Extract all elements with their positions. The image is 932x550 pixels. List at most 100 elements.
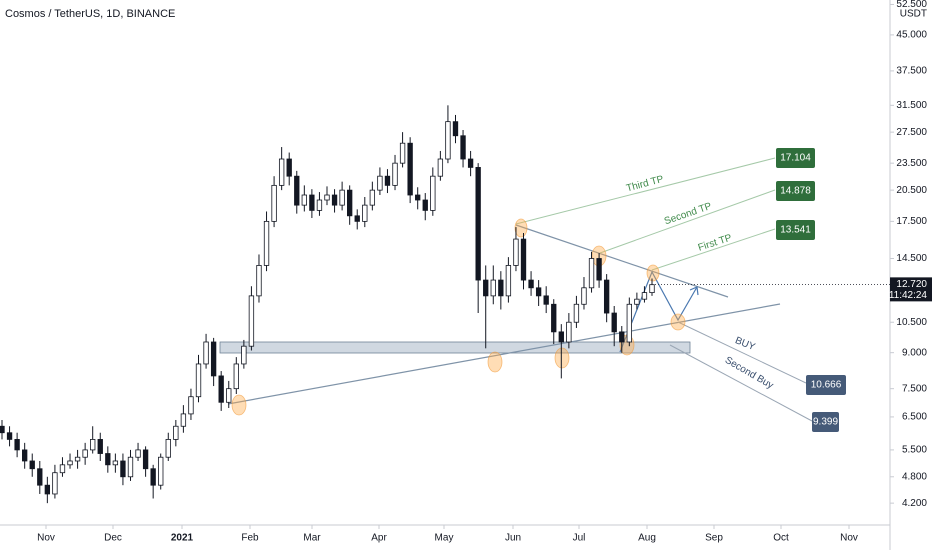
candle-body xyxy=(263,220,270,266)
candle-body xyxy=(158,456,164,486)
candle-body xyxy=(520,238,527,281)
x-tick-label: Aug xyxy=(638,533,656,544)
candle-body xyxy=(331,194,338,206)
candle-body xyxy=(135,449,141,458)
y-tick-label: 27.500 xyxy=(896,127,927,138)
candle-body xyxy=(14,439,20,451)
candle-body xyxy=(505,265,512,297)
candle-body xyxy=(316,199,323,211)
y-tick-label: 4.200 xyxy=(902,498,927,509)
current-price-box xyxy=(890,277,932,302)
candle-body xyxy=(430,175,436,211)
candle-body xyxy=(271,184,277,222)
candle-body xyxy=(203,341,209,365)
x-tick-label: Jun xyxy=(505,533,521,544)
candle-body xyxy=(142,449,149,470)
target-box xyxy=(812,412,839,432)
candle-body xyxy=(97,439,103,454)
candle-body xyxy=(649,284,655,294)
candle-body xyxy=(483,279,489,297)
candle-body xyxy=(475,167,481,281)
candle-body xyxy=(588,258,595,289)
candle-body xyxy=(248,295,255,347)
candle-body xyxy=(0,425,5,434)
candle-body xyxy=(354,215,360,222)
buy-line xyxy=(669,344,813,422)
candle-body xyxy=(513,238,519,266)
candle-body xyxy=(165,439,171,458)
candle-body xyxy=(641,292,648,300)
y-tick-label: 7.500 xyxy=(902,383,927,394)
candle-body xyxy=(37,468,43,486)
candle-body xyxy=(384,175,391,186)
candle-body xyxy=(67,460,73,466)
candle-body xyxy=(256,265,262,297)
candle-body xyxy=(460,135,466,160)
candle-body xyxy=(278,158,285,186)
candle-body xyxy=(22,449,28,462)
target-line xyxy=(515,157,776,225)
y-tick-label: 37.500 xyxy=(896,66,927,77)
highlight xyxy=(514,218,528,238)
highlight xyxy=(554,347,570,369)
candle-body xyxy=(490,279,496,297)
target-box xyxy=(776,220,815,240)
x-tick-label: Mar xyxy=(303,533,321,544)
projection-path xyxy=(619,270,698,353)
candle-body xyxy=(82,449,88,458)
target-box xyxy=(776,181,815,201)
candle-body xyxy=(301,194,307,206)
x-tick-label: Dec xyxy=(104,533,122,544)
candle-body xyxy=(437,158,444,177)
y-tick-label: 52.500 xyxy=(896,0,927,10)
candle-body xyxy=(377,175,383,191)
highlight xyxy=(231,394,247,416)
trendline-upper xyxy=(515,224,729,298)
y-tick-label: 4.800 xyxy=(902,471,927,482)
candle-body xyxy=(233,363,239,390)
candle-body xyxy=(415,194,421,201)
countdown: 11:42:24 xyxy=(889,290,928,301)
candle-body xyxy=(626,303,632,343)
y-tick-label: 10.500 xyxy=(896,317,927,328)
candle-body xyxy=(407,142,413,196)
current-price-label: 12.720 xyxy=(896,279,927,290)
candle-body xyxy=(611,312,617,333)
candle-body xyxy=(74,456,81,462)
y-tick-label: 20.500 xyxy=(896,185,927,196)
candle-body xyxy=(226,388,232,403)
candle-body xyxy=(634,298,640,305)
candle-body xyxy=(452,121,459,137)
candle-body xyxy=(210,341,217,377)
y-tick-label: 45.000 xyxy=(896,30,927,41)
candle-body xyxy=(188,396,194,415)
candle-body xyxy=(558,331,564,343)
candle-body xyxy=(120,460,126,478)
candle-body xyxy=(619,331,625,343)
candle-body xyxy=(6,432,13,440)
candle-body xyxy=(241,345,247,365)
candle-body xyxy=(127,456,134,478)
highlight xyxy=(646,264,660,282)
x-tick-label: Apr xyxy=(371,533,387,544)
candles xyxy=(0,105,655,504)
support-zone xyxy=(219,341,691,354)
target-value: 13.541 xyxy=(780,225,811,236)
candle-body xyxy=(150,468,156,486)
target-value: 10.666 xyxy=(811,380,842,391)
candle-body xyxy=(90,439,96,451)
candle-body xyxy=(309,194,315,211)
candle-body xyxy=(566,321,572,343)
buy-line xyxy=(677,321,807,384)
candle-body xyxy=(581,287,587,305)
chart-title: Cosmos / TetherUS, 1D, BINANCE xyxy=(5,8,175,20)
candle-body xyxy=(59,464,66,474)
x-tick-label: Oct xyxy=(773,533,789,544)
trendline-lower xyxy=(227,303,781,405)
candle-body xyxy=(195,363,202,398)
x-tick-label: Nov xyxy=(37,533,55,544)
highlight xyxy=(487,351,503,373)
y-tick-label: 5.500 xyxy=(902,445,927,456)
